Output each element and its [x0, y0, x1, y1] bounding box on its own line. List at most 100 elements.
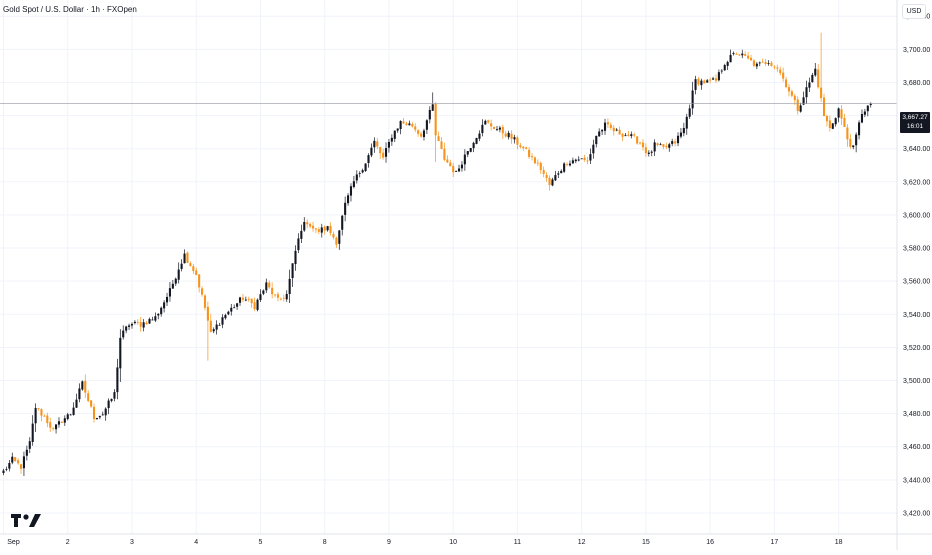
candle-body — [311, 225, 315, 229]
candle-body — [306, 222, 309, 225]
candle-body — [101, 414, 104, 416]
candle — [130, 322, 134, 329]
candle-body — [326, 226, 329, 231]
candle — [802, 91, 805, 106]
candle — [586, 156, 589, 165]
candle-body — [528, 149, 531, 157]
candle — [449, 159, 452, 167]
candle — [846, 124, 849, 147]
candle — [840, 105, 843, 125]
candle-body — [858, 122, 861, 136]
candle — [714, 74, 718, 84]
candle-body — [522, 146, 525, 149]
candle — [136, 319, 139, 325]
candle — [297, 233, 300, 253]
candle-body — [799, 105, 802, 112]
candle-body — [782, 72, 785, 79]
candle — [46, 412, 49, 428]
candle-body — [332, 234, 335, 238]
candle-body — [808, 82, 811, 88]
candle-body — [507, 132, 510, 138]
candle — [858, 120, 861, 140]
candle — [866, 105, 869, 117]
candle — [551, 177, 554, 187]
candle-body — [384, 148, 388, 157]
candle-body — [195, 270, 198, 276]
candle-body — [764, 62, 767, 64]
candle — [396, 128, 399, 133]
candle — [157, 313, 160, 320]
candle-body — [545, 174, 548, 179]
candle-body — [834, 118, 837, 125]
candle — [700, 78, 703, 90]
candle — [843, 113, 846, 128]
candle-body — [709, 79, 712, 81]
candle — [163, 300, 166, 313]
candle-body — [612, 127, 615, 132]
candle-body — [618, 129, 621, 135]
candle-body — [484, 120, 487, 125]
candle — [55, 424, 58, 434]
candle-body — [238, 297, 242, 303]
candle — [411, 121, 414, 128]
candle-body — [720, 70, 723, 72]
candle-body — [855, 134, 858, 146]
candle-body — [148, 318, 151, 324]
candle — [603, 118, 607, 135]
candle-body — [428, 109, 431, 120]
tradingview-logo-icon[interactable] — [10, 512, 44, 530]
candle-body — [592, 144, 595, 154]
candle — [311, 221, 315, 232]
candle-body — [574, 159, 577, 162]
candle — [160, 306, 163, 317]
candle-body — [405, 123, 408, 126]
candle — [212, 327, 215, 334]
candle-body — [125, 326, 128, 331]
candle — [528, 146, 531, 159]
candle-body — [437, 136, 440, 142]
candle — [542, 166, 545, 178]
candle-body — [787, 87, 791, 92]
candle-body — [347, 195, 350, 204]
candle — [63, 415, 66, 426]
price-tick-label: 3,480.00 — [903, 411, 930, 418]
candle — [560, 169, 563, 174]
candle — [256, 298, 259, 312]
candle — [230, 303, 233, 316]
candle-body — [95, 418, 98, 420]
candle-body — [49, 422, 52, 428]
candle-body — [755, 63, 758, 67]
candle-body — [297, 238, 300, 251]
candle-body — [63, 418, 66, 423]
candle — [338, 229, 341, 250]
candle — [425, 119, 428, 135]
candle-body — [414, 126, 417, 130]
candle-body — [837, 108, 840, 118]
candle-body — [5, 469, 8, 470]
candle — [87, 390, 90, 403]
candle — [472, 141, 475, 153]
candle-body — [303, 221, 306, 231]
candle-body — [352, 181, 355, 188]
candle-body — [633, 134, 636, 136]
candle-body — [221, 317, 224, 325]
candle-body — [510, 133, 513, 139]
candle-body — [201, 288, 204, 295]
candle — [601, 128, 604, 136]
currency-button[interactable]: USD — [902, 4, 926, 19]
candle-body — [802, 97, 805, 105]
candle — [326, 225, 329, 232]
time-axis[interactable]: Sep 2 3 4 5 8 9 10 11 12 15 16 17 18 — [0, 533, 932, 546]
candle-body — [568, 163, 572, 166]
price-axis[interactable]: 3,420.00 3,440.00 3,460.00 3,480.00 3,500.00… — [896, 0, 930, 550]
candle-body — [472, 142, 475, 149]
candle — [227, 310, 230, 316]
candle-body — [647, 152, 650, 154]
candle — [539, 161, 542, 175]
candle-body — [779, 69, 782, 74]
candle-body — [256, 299, 259, 310]
candle — [101, 411, 104, 416]
candle-body — [92, 406, 96, 420]
